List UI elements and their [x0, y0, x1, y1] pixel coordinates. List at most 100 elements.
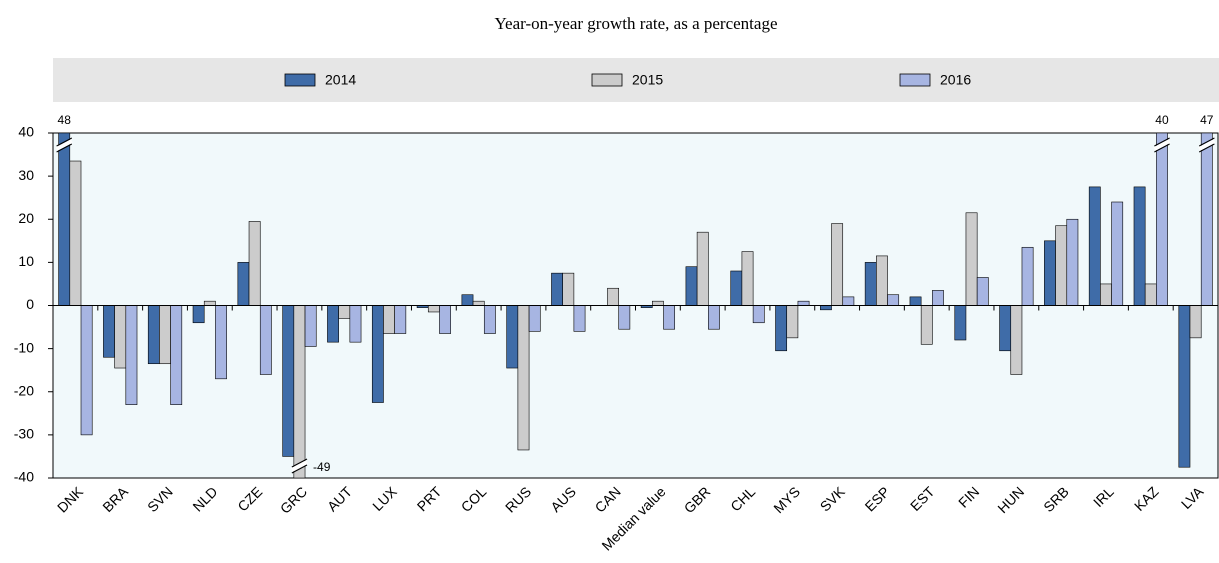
bar: [1010, 305, 1023, 375]
value-label: 47: [1200, 113, 1214, 127]
bar: [775, 305, 788, 352]
x-tick-label: GRC: [277, 483, 310, 516]
x-tick-label: FIN: [955, 483, 982, 510]
break-mark: [291, 458, 308, 468]
bar: [752, 305, 765, 324]
legend-swatch: [284, 73, 316, 87]
x-tick-label: EST: [907, 483, 938, 514]
bar: [506, 305, 519, 369]
break-mark: [1198, 143, 1215, 153]
bar: [562, 272, 575, 306]
x-tick-label: CAN: [592, 483, 624, 515]
y-tick-label: 0: [26, 296, 34, 312]
bar: [1055, 225, 1068, 306]
y-tick-label: -30: [14, 426, 34, 442]
bar: [708, 305, 720, 330]
x-tick-label: AUT: [324, 483, 355, 514]
bar: [394, 305, 407, 334]
bar: [1088, 186, 1101, 306]
bar: [831, 223, 844, 306]
bar: [887, 294, 900, 306]
x-tick-label: HUN: [994, 483, 1027, 516]
bar: [192, 305, 205, 324]
x-tick-label: NLD: [189, 483, 220, 514]
bar: [786, 305, 799, 339]
bar: [1111, 201, 1124, 306]
y-tick-label: -40: [14, 469, 34, 485]
x-tick-label: KAZ: [1131, 483, 1162, 514]
bar: [349, 305, 362, 343]
bar: [797, 300, 810, 306]
bar: [528, 305, 541, 332]
bar: [876, 255, 888, 306]
bar: [282, 305, 295, 457]
bar: [125, 305, 138, 405]
bar: [170, 305, 183, 405]
bar: [954, 305, 967, 341]
break-mark: [1198, 137, 1215, 147]
x-tick-label: AUS: [547, 483, 579, 515]
bar: [1189, 305, 1202, 339]
x-tick-label: CHL: [727, 483, 758, 514]
legend-swatch: [899, 73, 931, 87]
bar: [58, 132, 71, 306]
bar: [573, 305, 586, 332]
bar: [461, 294, 474, 306]
y-tick-label: 10: [18, 253, 34, 269]
x-tick-label: CZE: [234, 483, 265, 514]
bar: [248, 221, 261, 306]
break-mark: [290, 460, 308, 472]
bar: [483, 305, 496, 334]
bar: [864, 262, 877, 306]
bar: [203, 300, 216, 306]
bar: [103, 305, 115, 358]
x-tick-label: DNK: [54, 483, 87, 516]
y-tick-label: -20: [14, 382, 34, 398]
legend-label: 2015: [632, 72, 663, 88]
bar: [304, 305, 317, 347]
bar: [439, 305, 451, 334]
bar: [1178, 305, 1191, 468]
bar: [237, 262, 250, 306]
bar: [965, 212, 978, 306]
x-tick-label: ESP: [862, 483, 893, 514]
x-tick-label: PRT: [414, 483, 445, 514]
bar: [472, 300, 485, 306]
legend-band: [53, 58, 1219, 102]
break-mark: [56, 137, 73, 147]
bar: [383, 305, 395, 334]
value-label: 40: [1155, 113, 1169, 127]
bar: [517, 305, 530, 451]
value-label: 48: [58, 113, 72, 127]
bar: [1100, 283, 1112, 306]
x-tick-label: SVK: [817, 483, 849, 515]
x-tick-label: BRA: [99, 483, 131, 515]
x-tick-label: SVN: [144, 483, 176, 515]
break-mark: [1154, 137, 1170, 147]
bar: [618, 305, 631, 330]
y-tick-label: -10: [14, 339, 34, 355]
bar: [842, 296, 855, 306]
bar: [327, 305, 339, 343]
legend-swatch: [591, 73, 623, 87]
break-mark: [1153, 139, 1171, 151]
y-tick-label: 20: [18, 210, 34, 226]
bar: [69, 160, 82, 306]
break-mark: [291, 464, 308, 474]
break-mark: [55, 139, 73, 151]
x-tick-label: RUS: [502, 483, 534, 515]
y-tick-label: 30: [18, 167, 34, 183]
bar: [663, 305, 676, 330]
break-mark: [1198, 139, 1216, 151]
break-mark: [56, 143, 73, 153]
bar: [1133, 186, 1146, 306]
bar: [259, 305, 272, 375]
bar: [741, 251, 754, 306]
legend-label: 2014: [325, 72, 356, 88]
x-tick-label: GBR: [681, 483, 714, 516]
bar: [147, 305, 160, 365]
bar: [1044, 240, 1056, 306]
bar: [976, 277, 989, 306]
legend-label: 2016: [940, 72, 971, 88]
